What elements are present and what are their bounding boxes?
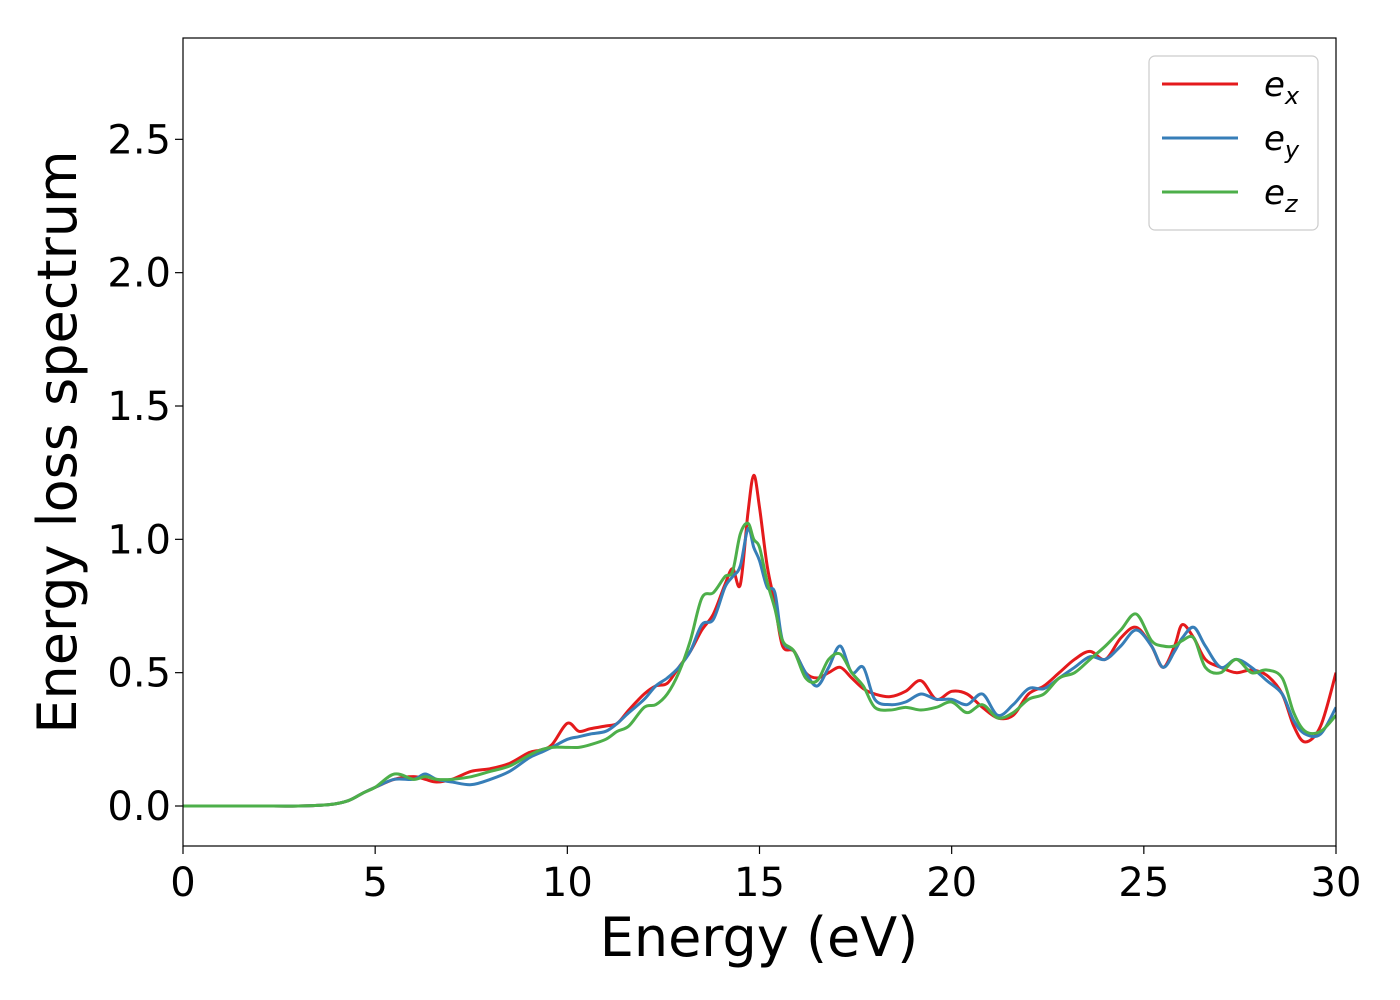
series-line-e-z (183, 521, 1336, 808)
legend-entry-label: ey (1264, 119, 1300, 164)
y-axis-ticks: 0.0 0.5 1.0 1.5 2.0 2.5 (107, 117, 183, 830)
y-tick-label: 2.5 (107, 117, 171, 163)
legend-entry-label: ex (1264, 65, 1300, 110)
legend-box (1148, 55, 1319, 231)
x-tick-label: 20 (926, 860, 977, 906)
legend-entry-base: e (1264, 65, 1285, 105)
x-tick-label: 5 (362, 860, 387, 906)
x-tick-label: 30 (1311, 860, 1362, 906)
y-tick-label: 1.0 (107, 517, 171, 563)
x-axis-ticks: 0 5 10 15 20 25 30 (170, 846, 1361, 906)
legend-entry-subscript: y (1284, 136, 1300, 164)
legend-entry-subscript: x (1284, 82, 1300, 110)
y-tick-label: 2.0 (107, 251, 171, 297)
x-tick-label: 10 (542, 860, 593, 906)
x-axis-title: Energy (eV) (600, 906, 919, 969)
legend-entry-base: e (1264, 119, 1285, 159)
plot-background (183, 38, 1336, 846)
legend-entry-subscript: z (1284, 190, 1299, 218)
y-tick-label: 0.0 (107, 784, 171, 830)
series-layer (183, 473, 1336, 808)
y-axis-title: Energy loss spectrum (26, 150, 89, 733)
y-tick-label: 0.5 (107, 651, 171, 697)
legend-entry-base: e (1264, 173, 1285, 213)
x-tick-label: 15 (734, 860, 785, 906)
x-tick-label: 0 (170, 860, 195, 906)
x-tick-label: 25 (1118, 860, 1169, 906)
legend-entry-label: ez (1264, 173, 1299, 218)
y-tick-label: 1.5 (107, 384, 171, 430)
